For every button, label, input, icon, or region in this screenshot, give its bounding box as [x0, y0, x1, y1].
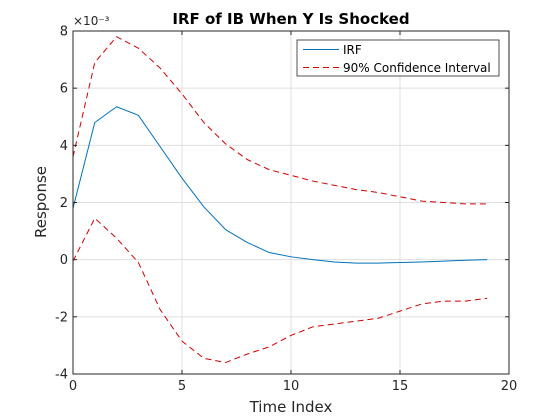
y-tick-label: -4 — [55, 368, 68, 383]
x-tick-label: 20 — [501, 379, 518, 394]
chart-title: IRF of IB When Y Is Shocked — [172, 10, 409, 28]
series-lines — [72, 36, 488, 364]
ci-upper-line — [72, 36, 488, 205]
legend-box — [296, 39, 500, 77]
y-tick-label: 2 — [60, 196, 68, 211]
y-tick-label: 6 — [60, 82, 68, 97]
irf-line — [72, 106, 488, 264]
x-tick-label: 15 — [392, 379, 409, 394]
x-tick-label: 5 — [178, 379, 186, 394]
y-tick-label: 8 — [60, 25, 68, 40]
x-tick-label: 0 — [69, 379, 77, 394]
y-axis-exponent-label: ×10⁻³ — [73, 14, 110, 28]
y-axis-label: Response — [32, 166, 50, 238]
grid-lines — [73, 31, 509, 374]
y-tick-label: 0 — [60, 253, 68, 268]
y-tick-label: 4 — [60, 139, 68, 154]
x-axis-label: Time Index — [249, 398, 333, 416]
axis-ticks: 0 5 10 15 20 -4 -2 0 2 4 6 8 — [55, 25, 517, 395]
legend-irf-label: IRF — [343, 43, 362, 57]
legend-ci-label: 90% Confidence Interval — [343, 61, 491, 75]
x-tick-label: 10 — [283, 379, 300, 394]
y-tick-label: -2 — [55, 310, 68, 325]
legend: IRF 90% Confidence Interval — [296, 39, 500, 77]
ci-lower-line — [72, 217, 488, 364]
